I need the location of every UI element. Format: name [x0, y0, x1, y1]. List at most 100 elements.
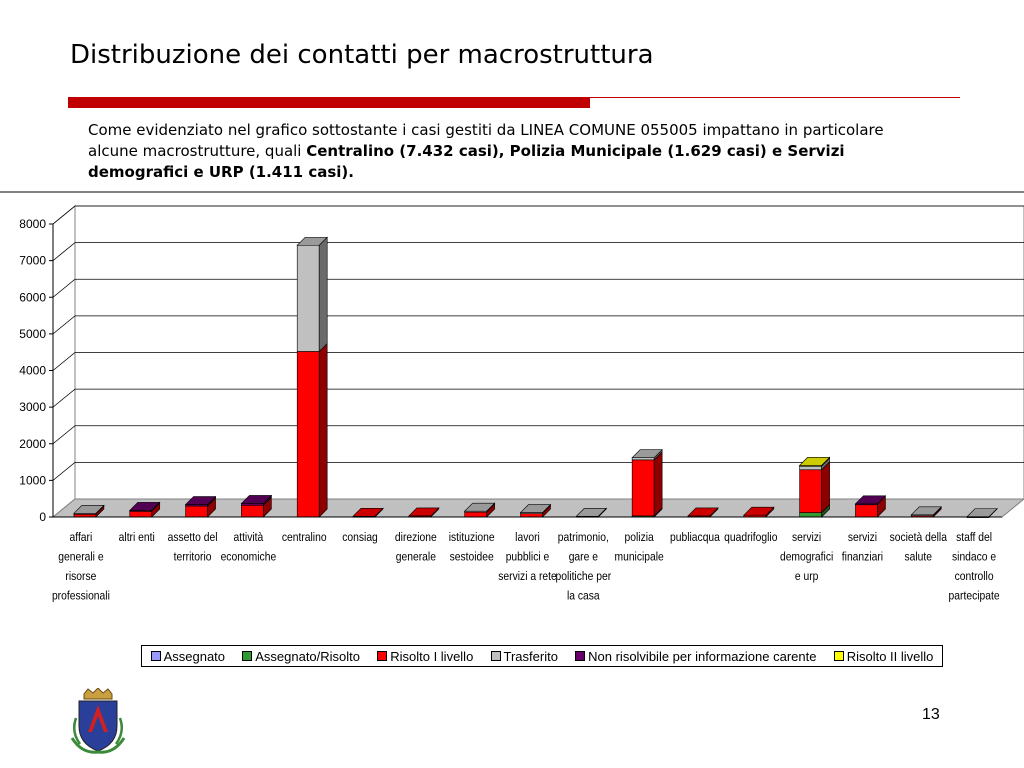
y-tick-label: 7000	[19, 254, 46, 268]
x-category-label: sindaco e	[952, 551, 996, 564]
gridline	[52, 242, 1024, 261]
bar-segment-risolto-i-livello	[631, 459, 655, 517]
bar-segment-risolto-i-livello	[464, 511, 487, 518]
bar-top	[575, 507, 608, 517]
x-category-label: consiag	[342, 531, 378, 544]
bar-segment-assegnato-risolto	[799, 512, 822, 518]
gridline	[52, 315, 1024, 335]
x-category-label: quadrifoglio	[724, 531, 777, 544]
y-tick-label: 4000	[19, 364, 46, 378]
legend-label: Assegnato	[163, 648, 226, 664]
gridline	[52, 205, 1024, 225]
intro-text: Come evidenziato nel grafico sottostante…	[88, 121, 884, 160]
title-underline	[68, 97, 960, 98]
x-category-label: patrimonio,	[558, 531, 609, 544]
bar-top	[129, 502, 161, 511]
y-tick-label: 0	[39, 510, 46, 524]
bar-top	[743, 506, 775, 516]
bar-segment-risolto-i-livello	[241, 504, 264, 518]
x-category-label: lavori	[515, 531, 540, 544]
bar-top	[184, 496, 217, 505]
bar-top	[687, 507, 719, 517]
intro-paragraph: Come evidenziato nel grafico sottostante…	[88, 120, 928, 183]
x-category-label: risorse	[65, 570, 96, 583]
legend-swatch	[490, 651, 501, 661]
gridline	[52, 352, 1024, 371]
bar-side-risolto-i-livello	[821, 461, 830, 514]
x-category-label: servizi	[792, 531, 821, 544]
bar-top	[854, 495, 887, 505]
bar-top	[296, 236, 328, 246]
x-category-label: servizi	[848, 531, 877, 544]
legend-item: Non risolvibile per informazione carente	[575, 649, 816, 664]
chart-legend: Assegnato Assegnato/Risolto Risolto I live…	[141, 645, 943, 667]
slide-title: Distribuzione dei contatti per macrostru…	[70, 40, 654, 70]
intro-highlight: Centralino (7.432 casi), Polizia Municip…	[88, 142, 845, 181]
bar-top	[73, 505, 105, 514]
x-category-label: gare e	[569, 551, 598, 564]
legend-swatch	[242, 651, 253, 661]
x-category-label: sestoidee	[450, 551, 494, 564]
legend-label: Trasferito	[503, 648, 558, 664]
legend-item: Trasferito	[490, 648, 558, 664]
x-category-label: servizi a rete	[498, 570, 556, 583]
bar-top	[463, 502, 496, 512]
bar-segment-trasferito	[296, 244, 320, 352]
legend-swatch	[575, 651, 586, 661]
legend-item: Assegnato/Risolto	[242, 649, 360, 664]
x-category-label: salute	[904, 551, 932, 564]
bar-top	[631, 449, 663, 458]
x-category-label: polizia	[625, 531, 655, 544]
gridline	[52, 461, 1024, 481]
bar-segment-risolto-i-livello	[799, 469, 822, 513]
legend-swatch	[377, 651, 388, 661]
bar-side-trasferito	[318, 236, 328, 353]
bar-top	[240, 495, 273, 504]
x-category-label: istituzione	[449, 531, 495, 544]
legend-label: Risolto II livello	[846, 648, 934, 664]
page-number: 13	[922, 706, 940, 723]
legend-label: Assegnato/Risolto	[255, 648, 361, 664]
x-category-label: generali e	[58, 551, 103, 564]
x-category-label: pubblici e	[506, 551, 550, 564]
x-category-label: attività	[233, 531, 264, 544]
x-category-label: e urp	[795, 570, 819, 583]
bar-top	[408, 507, 440, 517]
gridline	[52, 278, 1024, 298]
legend-item: Risolto II livello	[833, 648, 934, 664]
y-tick-label: 2000	[19, 437, 46, 451]
gridline	[52, 388, 1024, 408]
x-category-label: generale	[396, 551, 436, 564]
bar-segment-risolto-i-livello	[296, 351, 320, 518]
x-category-label: publiacqua	[670, 531, 721, 544]
stacked-bar-chart: 0 1000 2000 3000 4000 5000 6000 7000 8000 affari g…	[19, 204, 1024, 603]
legend-label: Non risolvibile per informazione carente	[588, 648, 817, 664]
bar-segment-risolto-i-livello	[185, 505, 208, 518]
bar-segment-trasferito	[631, 457, 655, 461]
x-category-label: territorio	[174, 551, 212, 564]
chart-area: 0 1000 2000 3000 4000 5000 6000 7000 8000 affari g…	[0, 191, 1024, 677]
x-category-label: finanziari	[842, 551, 883, 564]
x-category-label: economiche	[221, 551, 277, 564]
x-category-label: municipale	[614, 551, 663, 564]
x-category-label: centralino	[282, 531, 327, 544]
x-category-label: affari	[70, 531, 93, 544]
bar-segment-risolto-i-livello	[855, 503, 878, 518]
y-tick-label: 6000	[19, 290, 46, 304]
legend-swatch	[150, 651, 161, 661]
x-category-label: staff del	[956, 531, 992, 544]
title-accent-bar	[68, 98, 590, 108]
y-tick-label: 5000	[19, 327, 46, 341]
x-category-label: altri enti	[119, 531, 155, 544]
bar-top	[798, 457, 831, 466]
bar-top	[910, 506, 942, 516]
bar-top	[352, 507, 384, 517]
x-category-label: direzione	[395, 531, 437, 544]
y-tick-label: 3000	[19, 400, 46, 414]
x-category-label: controllo	[955, 570, 994, 583]
bar-segment-risolto-i-livello	[129, 510, 153, 518]
legend-label: Risolto I livello	[390, 648, 474, 664]
x-category-label: la casa	[567, 590, 600, 603]
gridline	[52, 425, 1024, 445]
y-tick-label: 1000	[19, 473, 46, 487]
